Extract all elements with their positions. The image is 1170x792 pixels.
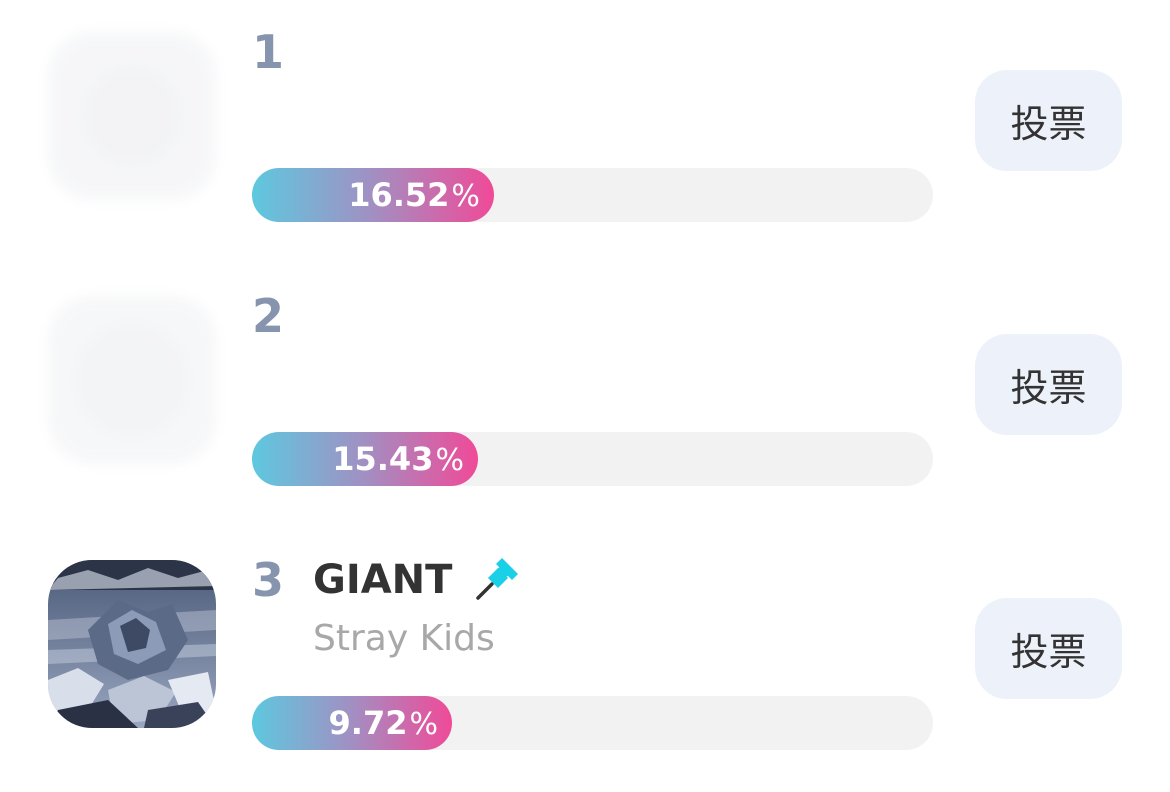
vote-share-bar: 16.52% [252,168,933,222]
vote-share-bar: 15.43% [252,432,933,486]
rank-number: 1 [252,25,285,79]
rank-number: 3 [252,553,285,607]
vote-button[interactable]: 投票 [975,598,1122,699]
song-title-row: GIANT [313,552,520,608]
vote-share-percent: 9.72% [328,704,438,742]
vote-share-percent: 16.52% [348,176,480,214]
vote-share-fill: 16.52% [252,168,494,222]
vote-share-fill: 9.72% [252,696,452,750]
artist-name: Stray Kids [313,618,495,659]
album-thumbnail [48,32,216,200]
ranking-item: 1 16.52% 投票 [0,0,1170,264]
vote-share-percent: 15.43% [332,440,464,478]
vote-button[interactable]: 投票 [975,70,1122,171]
vote-share-bar: 9.72% [252,696,933,750]
album-thumbnail [48,560,216,728]
ranking-item: 3 GIANT Stray Kids 9.72% 投票 [0,528,1170,792]
pushpin-icon [472,556,520,604]
vote-share-fill: 15.43% [252,432,478,486]
song-title: GIANT [313,557,453,603]
rank-number: 2 [252,289,285,343]
vote-button[interactable]: 投票 [975,334,1122,435]
album-thumbnail [48,296,216,464]
ranking-item: 2 15.43% 投票 [0,264,1170,528]
